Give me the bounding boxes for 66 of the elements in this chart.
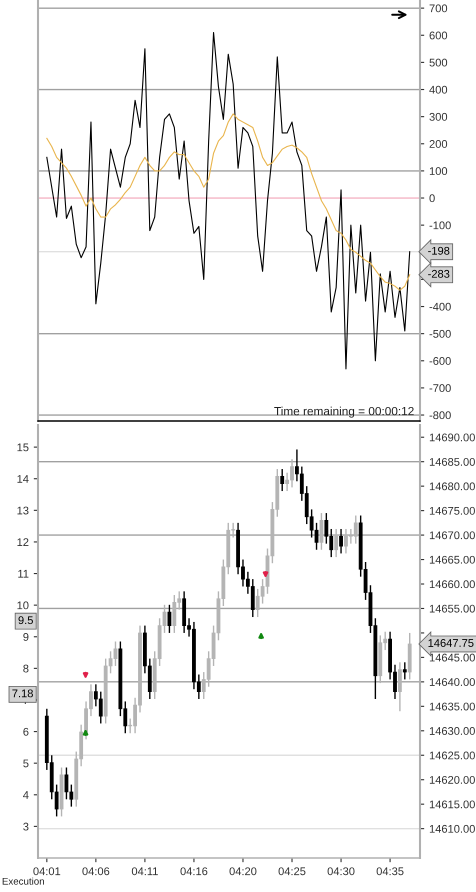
y-tick-label: 14640.00 — [430, 678, 475, 686]
y-tick-label: 14620.00 — [430, 776, 475, 784]
x-tick-label: 04:25 — [278, 867, 306, 876]
candlestick — [168, 604, 172, 634]
y-tick-label: 300 — [429, 112, 448, 121]
y-tick-label: 14660.00 — [430, 580, 475, 588]
y2-tick-label: 10 — [17, 601, 29, 610]
y-tick-label: 500 — [429, 58, 448, 67]
text: Execution — [2, 878, 44, 885]
y2-tick-label: 8 — [23, 664, 28, 672]
x-tick-label: 04:20 — [230, 867, 256, 876]
text: 9.5 — [18, 616, 33, 624]
y2-tick-label: 5 — [23, 760, 29, 768]
y2-tick-label: 12 — [17, 538, 28, 546]
y2-tick-label: 15 — [17, 444, 29, 452]
candlestick — [339, 528, 343, 554]
y-tick-label: 0 — [429, 194, 435, 202]
x-tick-label: 04:30 — [328, 867, 355, 876]
y2-tick-label: 9 — [23, 633, 28, 641]
x-tick-label: 04:35 — [376, 867, 404, 876]
y-tick-label: -500 — [430, 330, 451, 338]
y-tick-label: 600 — [430, 32, 448, 40]
y-tick-label: 14645.00 — [430, 654, 475, 662]
annotation: Time remaining = 00:00:12 — [274, 406, 414, 418]
y-tick-label: -700 — [430, 384, 451, 392]
candlestick — [334, 528, 338, 558]
text: -283 — [428, 270, 450, 278]
y-tick-label: 700 — [430, 4, 448, 12]
y-tick-label: 14670.00 — [430, 531, 475, 540]
x-tick-label: 04:16 — [180, 867, 208, 876]
y-tick-label: -600 — [430, 357, 451, 365]
y-tick-label: 14685.00 — [430, 458, 475, 466]
y-tick-label: 14635.00 — [430, 702, 475, 710]
line-series — [46, 32, 410, 370]
y2-tick-label: 6 — [23, 728, 28, 736]
x-tick-label: 04:01 — [33, 867, 60, 876]
y-tick-label: 14625.00 — [430, 752, 475, 760]
candlestick — [398, 662, 402, 712]
candlestick — [320, 512, 324, 550]
y-tick-label: 14615.00 — [430, 800, 475, 808]
y-tick-label: 400 — [429, 86, 448, 94]
y-tick-label: 14665.00 — [430, 556, 475, 564]
x-tick-label: 04:06 — [82, 867, 110, 876]
y-tick-label: 14610.00 — [430, 824, 475, 833]
ref-line-label: -198 — [428, 246, 450, 255]
y2-tick-label: 13 — [17, 506, 28, 514]
y-tick-label: 14690.00 — [430, 434, 475, 442]
y-tick-label: 14680.00 — [430, 482, 475, 490]
y2-tick-label: 14 — [17, 475, 29, 483]
candlestick — [402, 662, 407, 680]
y2-tick-label: 4 — [23, 791, 29, 799]
y-tick-label: -100 — [430, 221, 451, 230]
line-series — [46, 113, 410, 291]
y-tick-label: 14655.00 — [430, 604, 475, 613]
y-tick-label: 14630.00 — [430, 727, 475, 735]
y-tick-label: 14675.00 — [430, 506, 475, 515]
candlestick — [280, 468, 284, 492]
y2-tick-label: 11 — [18, 570, 28, 578]
y-tick-label: 200 — [430, 140, 448, 148]
x-tick-label: 04:11 — [132, 867, 158, 876]
y-tick-label: 100 — [430, 167, 448, 176]
text: 7.18 — [12, 689, 33, 698]
y-tick-label: -400 — [430, 302, 451, 311]
y2-tick-label: 3 — [23, 822, 28, 831]
y-tick-label: -800 — [430, 411, 451, 420]
text: 14647.75 — [428, 639, 474, 647]
